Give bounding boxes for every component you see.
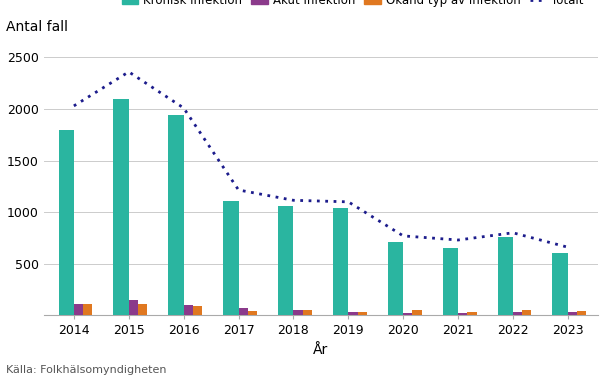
Bar — [552, 254, 568, 315]
Legend: Kronisk infektion, Akut infektion, Okänd typ av infektion, Totalt: Kronisk infektion, Akut infektion, Okänd… — [122, 0, 584, 7]
Bar — [129, 300, 138, 315]
Bar — [413, 310, 422, 315]
Bar — [278, 206, 293, 315]
Bar — [193, 306, 202, 315]
Text: Antal fall: Antal fall — [6, 20, 68, 34]
Bar — [59, 130, 74, 315]
X-axis label: År: År — [313, 343, 329, 357]
Bar — [293, 310, 302, 315]
Bar — [358, 312, 367, 315]
Bar — [113, 99, 129, 315]
Bar — [443, 248, 458, 315]
Bar — [168, 115, 184, 315]
Bar — [497, 237, 513, 315]
Bar — [388, 242, 403, 315]
Bar — [74, 304, 83, 315]
Bar — [223, 201, 238, 315]
Bar — [403, 313, 413, 315]
Bar — [238, 308, 248, 315]
Bar — [302, 310, 312, 315]
Bar — [348, 312, 358, 315]
Bar — [184, 305, 193, 315]
Bar — [522, 310, 531, 315]
Bar — [467, 312, 477, 315]
Bar — [248, 311, 257, 315]
Bar — [568, 312, 577, 315]
Bar — [513, 312, 522, 315]
Bar — [138, 304, 147, 315]
Bar — [458, 313, 467, 315]
Bar — [83, 304, 93, 315]
Text: Källa: Folkhälsomyndigheten: Källa: Folkhälsomyndigheten — [6, 365, 166, 375]
Bar — [577, 311, 586, 315]
Bar — [333, 208, 348, 315]
